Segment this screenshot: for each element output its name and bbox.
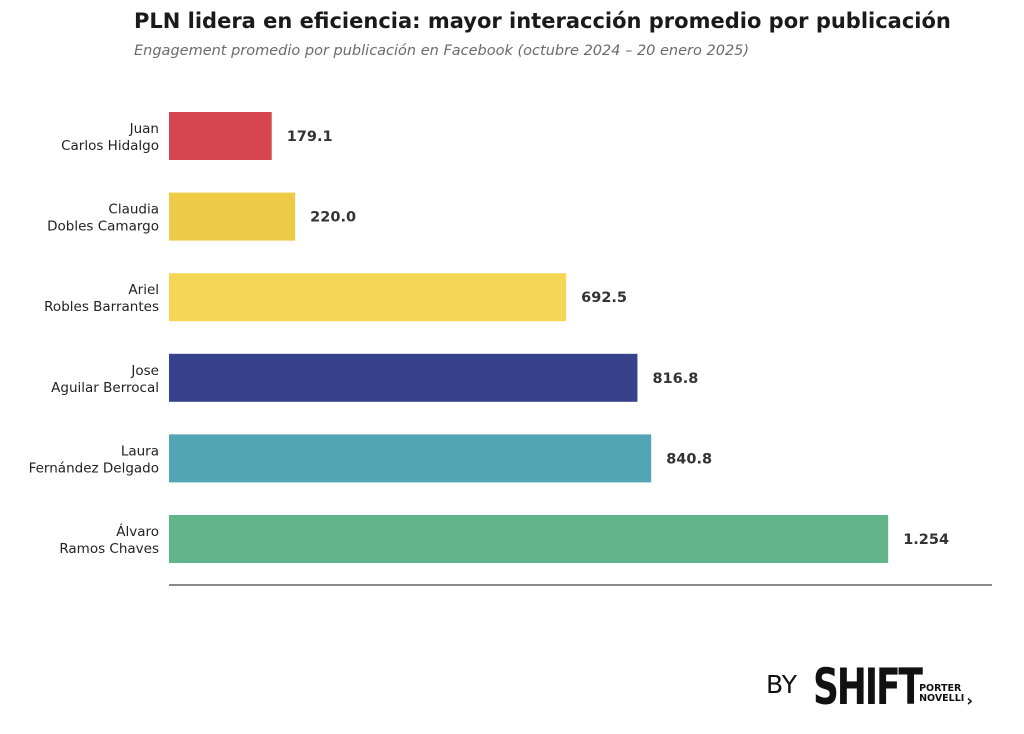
logo-brand: SHIFT PORTER NOVELLI ›	[813, 662, 973, 712]
bar-3	[169, 273, 567, 322]
bar-1	[169, 112, 272, 160]
category-label-line: Carlos Hidalgo	[61, 138, 159, 154]
bar-5	[169, 434, 652, 483]
category-label-2: Claudia Dobles Camargo	[47, 202, 159, 235]
category-label-line: Juan	[129, 121, 159, 137]
value-label-4: 816.8	[652, 371, 698, 387]
bar-6	[169, 515, 889, 563]
value-label-5: 840.8	[666, 451, 712, 467]
logo-by-text: BY	[766, 669, 798, 699]
bar-2	[169, 192, 296, 241]
value-label-1: 179.1	[287, 129, 333, 145]
logo-subtext: PORTER NOVELLI	[919, 684, 964, 704]
logo-wordmark: SHIFT	[813, 658, 923, 716]
category-label-line: Dobles Camargo	[47, 219, 159, 235]
chart-subtitle: Engagement promedio por publicación en F…	[134, 43, 750, 59]
category-label-line: Fernández Delgado	[29, 460, 159, 476]
category-label-1: Juan Carlos Hidalgo	[61, 121, 159, 154]
category-label-line: Álvaro	[116, 523, 159, 540]
category-label-5: Laura Fernández Delgado	[29, 443, 159, 476]
logo-arrow-icon: ›	[966, 690, 973, 710]
category-label-line: Claudia	[108, 202, 159, 218]
category-label-line: Laura	[121, 443, 159, 459]
category-label-3: Ariel Robles Barrantes	[44, 282, 159, 315]
logo-sub-line1: PORTER	[919, 683, 962, 694]
logo-sub-line2: NOVELLI	[919, 693, 965, 704]
chart-title: PLN lidera en eficiencia: mayor interacc…	[134, 9, 951, 33]
category-label-line: Robles Barrantes	[44, 299, 159, 315]
category-label-line: Jose	[130, 363, 159, 379]
bar-4	[169, 353, 638, 402]
category-label-6: Álvaro Ramos Chaves	[59, 523, 159, 557]
value-label-3: 692.5	[581, 290, 627, 306]
value-label-2: 220.0	[310, 210, 356, 226]
category-label-4: Jose Aguilar Berrocal	[51, 363, 159, 396]
category-label-line: Ariel	[128, 282, 159, 298]
value-label-6: 1.254	[903, 532, 949, 548]
category-label-line: Ramos Chaves	[59, 541, 159, 557]
shift-porter-novelli-logo: BY SHIFT PORTER NOVELLI ›	[766, 650, 996, 724]
category-label-line: Aguilar Berrocal	[51, 380, 159, 396]
